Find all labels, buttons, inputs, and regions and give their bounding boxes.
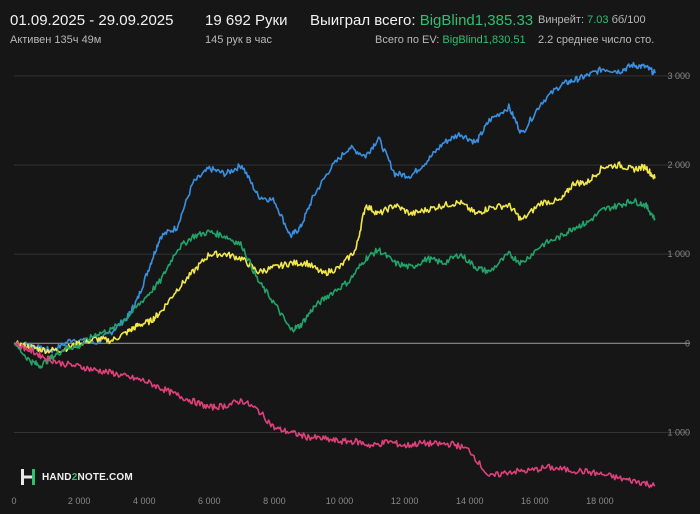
x-tick-label: 4 000 [133, 496, 156, 506]
series-line-green [13, 198, 656, 369]
y-tick-label: 3 000 [667, 71, 690, 81]
x-tick-label: 6 000 [198, 496, 221, 506]
x-tick-label: 14 000 [456, 496, 484, 506]
y-tick-label: 0 [685, 338, 690, 348]
series-line-pink [13, 341, 656, 489]
winrate: Винрейт: 7.03 бб/100 [538, 14, 646, 26]
hand2note-logo: HAND2NOTE.COM [20, 466, 133, 488]
x-tick-label: 16 000 [521, 496, 549, 506]
hands-per-hour: 145 рук в час [205, 34, 273, 46]
y-tick-label: 2 000 [667, 160, 690, 170]
winrate-unit: бб/100 [611, 14, 646, 26]
x-tick-label: 12 000 [391, 496, 419, 506]
x-tick-label: 18 000 [586, 496, 614, 506]
ev-total: Всего по EV: BigBlind1,830.51 [375, 34, 526, 46]
active-time: Активен 135ч 49м [10, 34, 102, 46]
logo-text: HAND2NOTE.COM [42, 471, 133, 483]
y-tick-label: 1 000 [667, 249, 690, 259]
winrate-label: Винрейт: [538, 14, 585, 26]
series-line-blue [13, 61, 656, 354]
x-tick-label: 2 000 [68, 496, 91, 506]
ev-value: BigBlind1,830.51 [442, 34, 526, 46]
series-line-yellow [13, 161, 656, 355]
date-range[interactable]: 01.09.2025 - 29.09.2025 [10, 12, 174, 29]
y-tick-label: 1 000 [667, 428, 690, 438]
x-tick-labels: 0 2 000 4 000 6 000 8 000 10 000 12 000 14 000 1… [11, 496, 613, 506]
hands-count: 19 692 Руки [205, 12, 288, 29]
x-tick-label: 8 000 [263, 496, 286, 506]
won-label: Выиграл всего: [310, 12, 416, 29]
results-graph[interactable]: 3 000 2 000 1 000 0 1 000 0 2 000 4 000 6 000 8 … [0, 58, 700, 514]
ev-label: Всего по EV: [375, 34, 440, 46]
won-total: Выиграл всего: BigBlind1,385.33 [310, 12, 533, 29]
x-tick-label: 0 [11, 496, 16, 506]
winrate-value: 7.03 [587, 14, 609, 26]
avg-players: 2.2 среднее число сто. [538, 34, 655, 46]
y-tick-labels: 3 000 2 000 1 000 0 1 000 [667, 71, 690, 438]
x-tick-label: 10 000 [326, 496, 354, 506]
won-value: BigBlind1,385.33 [419, 12, 534, 29]
hand2note-logo-icon [21, 469, 35, 485]
series-lines [13, 61, 656, 489]
summary-header: 01.09.2025 - 29.09.2025 Активен 135ч 49м… [0, 0, 700, 58]
